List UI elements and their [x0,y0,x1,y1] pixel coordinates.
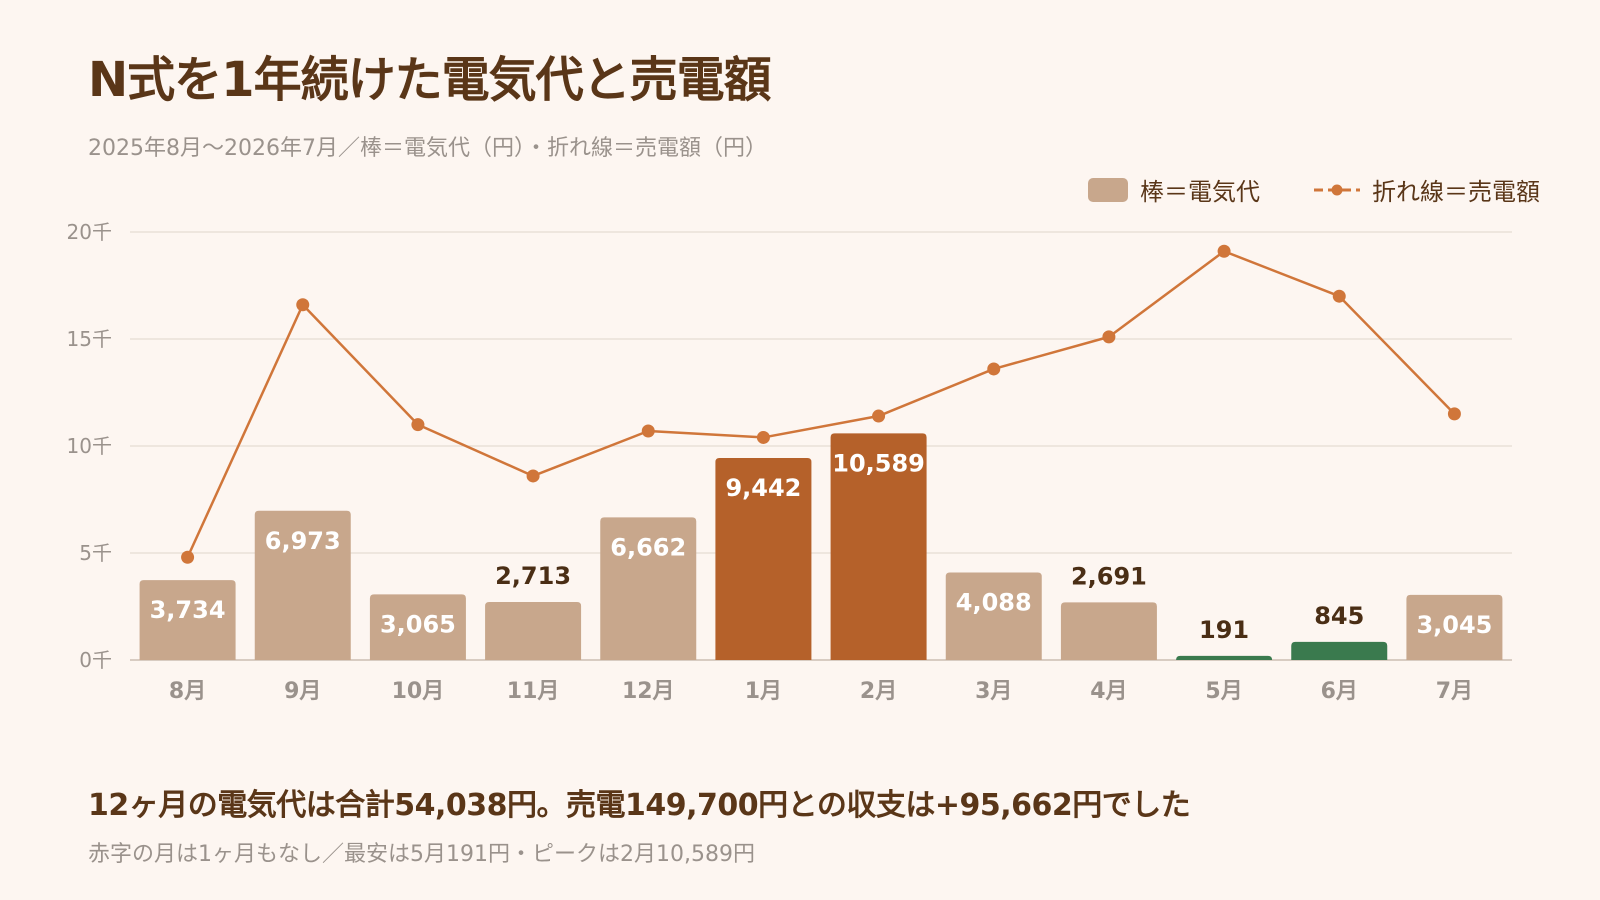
bar-value-label: 845 [1314,602,1364,630]
bar-value-label: 3,045 [1416,611,1492,639]
sales-point [756,430,770,444]
y-tick-label: 0千 [79,648,112,672]
legend-item-line: 折れ線＝売電額 [1314,172,1540,207]
x-tick-label: 8月 [169,679,206,704]
legend-bar-swatch [1088,177,1128,202]
sales-point [1217,244,1231,258]
sales-point [1332,289,1346,303]
x-tick-label: 11月 [507,679,560,704]
summary-text: 12ヶ月の電気代は合計54,038円。売電149,700円との収支は+95,66… [88,788,1191,823]
bar [830,433,927,660]
sales-point [296,298,310,312]
summary-subtext: 赤字の月は1ヶ月もなし／最安は5月191円・ピークは2月10,589円 [88,842,755,867]
x-tick-label: 7月 [1436,679,1473,704]
bar [1291,641,1388,660]
bar-value-label: 6,662 [610,533,686,561]
line-layer [181,244,1461,564]
label-layer: 8月 9月 10月 11月 12月 1月 2月 3月 4月 5月 6月 7月 3,734 6,973 3,0… [150,449,1493,704]
sales-point [181,550,195,564]
x-tick-label: 9月 [284,679,321,704]
legend-bar-label: 棒＝電気代 [1140,178,1260,206]
bar [369,594,466,660]
bar-value-label: 10,589 [832,449,925,477]
bar-value-label: 3,734 [150,596,226,624]
legend-item-bar: 棒＝電気代 [1088,172,1260,207]
x-tick-label: 12月 [622,679,675,704]
bar [600,517,697,660]
bar [485,601,582,660]
y-tick-label: 15千 [67,327,112,351]
y-tick-label: 5千 [79,541,112,565]
bar-value-label: 4,088 [956,589,1032,617]
chart-title: N式を1年続けた電気代と売電額 [88,52,772,108]
bar-value-label: 2,713 [495,562,571,590]
grid-layer: 0千 5千 10千 15千 20千 [67,220,1512,672]
sales-point [1102,330,1116,344]
x-tick-label: 3月 [975,679,1012,704]
sales-point [526,469,540,483]
bar-value-label: 191 [1199,616,1249,644]
legend: 棒＝電気代 折れ線＝売電額 [1088,172,1540,207]
bar [1060,602,1157,660]
x-tick-label: 2月 [860,679,897,704]
bar [1176,655,1273,660]
bar-layer [139,433,1503,660]
x-tick-label: 10月 [392,679,445,704]
bar [254,510,351,660]
x-tick-label: 5月 [1205,679,1242,704]
bar-value-label: 3,065 [380,610,456,638]
y-tick-label: 20千 [67,220,112,244]
y-tick-label: 10千 [67,434,112,458]
legend-line-label: 折れ線＝売電額 [1372,178,1540,206]
sales-point [411,418,425,432]
bar [1406,594,1503,660]
bar [139,580,236,660]
sales-point [987,362,1001,376]
sales-point [1447,407,1461,421]
legend-line-swatch [1314,184,1360,195]
x-tick-label: 1月 [745,679,782,704]
x-tick-label: 6月 [1321,679,1358,704]
chart-subtitle: 2025年8月〜2026年7月／棒＝電気代（円）・折れ線＝売電額（円） [88,136,767,161]
x-tick-label: 4月 [1090,679,1127,704]
bar-value-label: 6,973 [265,527,341,555]
sales-point [872,409,886,423]
bar [945,572,1042,660]
sales-point [641,424,655,438]
bar [715,457,812,660]
bar-value-label: 2,691 [1071,562,1147,590]
bar-value-label: 9,442 [725,474,801,502]
sales-line [186,250,1456,558]
